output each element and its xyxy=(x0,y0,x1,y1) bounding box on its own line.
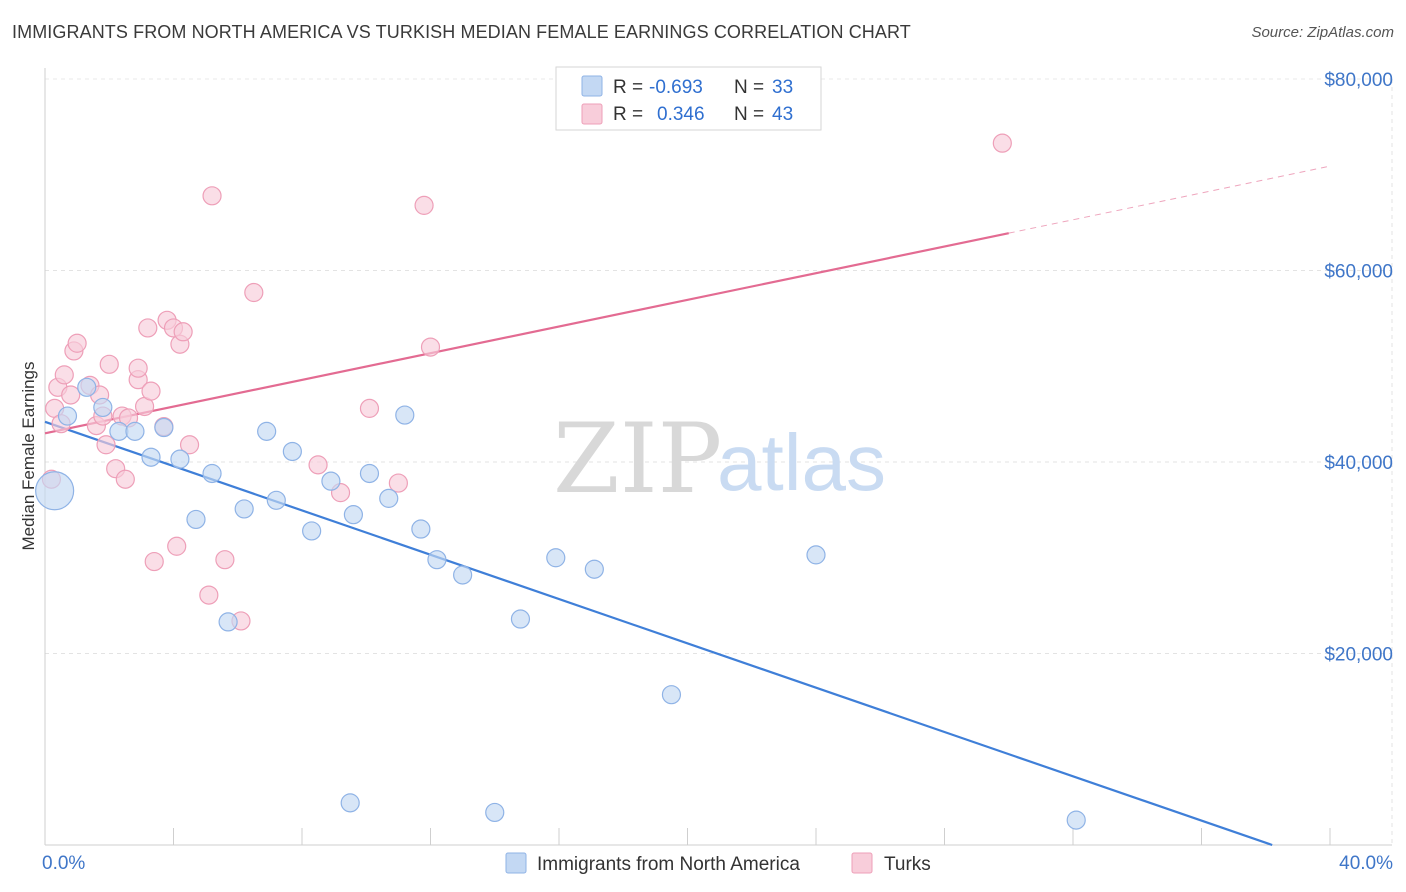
data-point-north-america xyxy=(546,548,566,568)
data-point-north-america xyxy=(170,449,190,469)
y-tick-label: $20,000 xyxy=(1324,645,1393,666)
legend-swatch-north-america xyxy=(581,75,603,97)
y-axis-label: Median Female Earnings xyxy=(19,362,38,551)
data-point-north-america xyxy=(395,405,415,425)
legend-swatch-north-america xyxy=(505,852,527,874)
legend-n-label: N = xyxy=(734,77,764,98)
data-point-north-america xyxy=(35,471,75,511)
watermark-atlas: atlas xyxy=(717,418,886,507)
data-point-north-america xyxy=(411,519,431,539)
legend-r-value: -0.693 xyxy=(649,77,703,98)
data-point-turks xyxy=(992,133,1012,153)
trend-line-turks xyxy=(44,232,1009,435)
data-point-north-america xyxy=(806,545,826,565)
data-point-north-america xyxy=(302,521,322,541)
data-point-north-america xyxy=(125,421,145,441)
data-point-north-america xyxy=(343,505,363,525)
data-point-north-america xyxy=(321,471,341,491)
legend-n-label: N = xyxy=(734,104,764,125)
y-tick-label: $60,000 xyxy=(1324,262,1393,283)
data-point-north-america xyxy=(661,685,682,705)
legend-swatch-turks xyxy=(851,852,873,874)
data-point-turks xyxy=(359,398,380,418)
legend-r-value: 0.346 xyxy=(657,104,705,125)
legend-n-value: 43 xyxy=(772,104,793,125)
axes xyxy=(44,68,1392,846)
data-point-north-america xyxy=(584,559,604,579)
watermark: ZIP atlas xyxy=(553,403,886,515)
data-point-turks xyxy=(199,585,219,605)
data-point-north-america xyxy=(340,793,360,813)
data-point-turks xyxy=(420,337,441,357)
legend-n-value: 33 xyxy=(772,77,793,98)
data-point-turks xyxy=(138,318,158,338)
data-point-north-america xyxy=(77,377,97,397)
source-credit: Source: ZipAtlas.com xyxy=(1251,24,1394,41)
data-point-north-america xyxy=(93,397,113,418)
data-point-north-america xyxy=(57,406,78,426)
stats-legend: R = -0.693 N = 33 R = 0.346 N = 43 xyxy=(555,66,822,131)
x-tick-label: 0.0% xyxy=(42,853,85,874)
data-point-north-america xyxy=(453,565,473,585)
data-point-north-america xyxy=(1066,810,1086,830)
data-point-turks xyxy=(99,354,119,374)
data-point-turks xyxy=(144,551,164,572)
chart-title: IMMIGRANTS FROM NORTH AMERICA VS TURKISH… xyxy=(12,22,911,42)
x-tick-label: 40.0% xyxy=(1339,853,1393,874)
data-point-north-america xyxy=(141,447,161,467)
data-point-turks xyxy=(115,469,135,489)
data-point-turks xyxy=(179,435,200,455)
data-point-turks xyxy=(308,455,328,475)
legend-label-turks: Turks xyxy=(884,854,931,875)
data-point-turks xyxy=(414,195,434,215)
data-point-north-america xyxy=(510,609,531,629)
data-point-north-america xyxy=(202,463,222,484)
data-point-turks xyxy=(61,385,81,405)
data-point-turks xyxy=(54,365,74,385)
legend-label-north-america: Immigrants from North America xyxy=(537,854,800,875)
data-point-north-america xyxy=(427,550,447,570)
data-point-turks xyxy=(173,322,193,342)
data-point-north-america xyxy=(485,802,505,823)
data-point-north-america xyxy=(109,421,129,441)
data-point-north-america xyxy=(282,441,302,462)
data-point-turks xyxy=(215,550,235,570)
trend-lines xyxy=(44,165,1331,847)
legend-r-label: R = xyxy=(613,77,643,98)
data-point-turks xyxy=(244,282,264,303)
data-point-north-america xyxy=(266,490,286,510)
data-point-north-america xyxy=(359,463,380,484)
tick-labels: $20,000 $40,000 $60,000 $80,000 0.0% 40.0% xyxy=(42,70,1393,874)
data-point-north-america xyxy=(186,509,206,530)
legend-r-label: R = xyxy=(613,104,643,125)
legend-swatch-turks xyxy=(581,103,603,125)
series-legend: Immigrants from North America Turks xyxy=(505,852,931,875)
trend-line-north-america xyxy=(44,420,1273,847)
data-point-turks xyxy=(388,473,408,493)
y-tick-label: $40,000 xyxy=(1324,453,1393,474)
data-point-turks xyxy=(128,358,148,378)
data-point-north-america xyxy=(234,499,254,519)
data-point-turks xyxy=(96,435,116,455)
data-point-north-america xyxy=(218,612,238,632)
data-point-north-america xyxy=(379,488,399,508)
data-point-turks xyxy=(141,381,161,401)
data-point-north-america xyxy=(154,417,174,438)
data-point-turks xyxy=(202,186,222,206)
data-point-turks xyxy=(167,536,187,556)
trend-line-turks-extrapolated xyxy=(1008,165,1331,234)
y-tick-label: $80,000 xyxy=(1324,70,1393,91)
data-points xyxy=(35,133,1086,830)
data-point-north-america xyxy=(257,421,277,441)
watermark-zip: ZIP xyxy=(553,403,722,515)
data-point-turks xyxy=(67,333,87,353)
